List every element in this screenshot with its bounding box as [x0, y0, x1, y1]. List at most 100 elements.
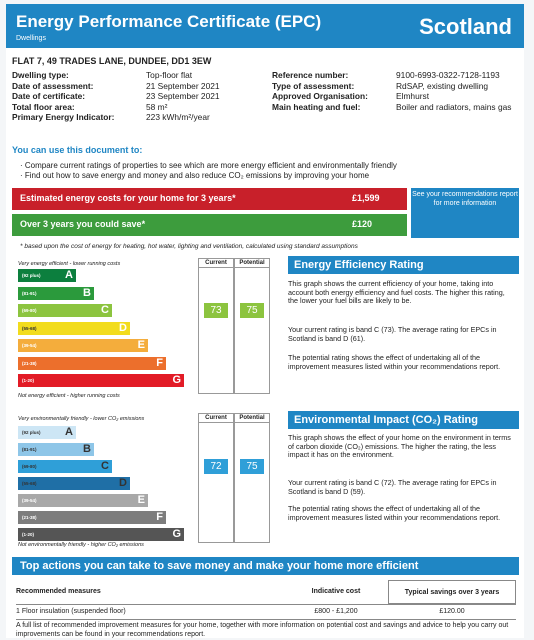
- band-letter: A: [65, 269, 73, 281]
- chart-top-text: Very environmentally friendly - lower CO…: [18, 416, 145, 422]
- eer-paragraph-2: Your current rating is band C (73). The …: [288, 325, 497, 343]
- bullet-item: · Find out how to save energy and money …: [20, 171, 370, 180]
- detail-value: Top-floor flat: [146, 70, 193, 80]
- table-divider: [16, 604, 516, 605]
- detail-value: Elmhurst: [396, 91, 430, 101]
- detail-label: Approved Organisation:: [272, 91, 368, 101]
- potential-rating-marker: 75: [240, 303, 264, 318]
- band-letter: D: [119, 477, 127, 489]
- band-letter: C: [101, 460, 109, 472]
- band-range: (92 plus): [22, 430, 41, 435]
- cost-basis-note: * based upon the cost of energy for heat…: [20, 243, 358, 250]
- detail-value: RdSAP, existing dwelling: [396, 80, 489, 91]
- header-bar: Energy Performance Certificate (EPC) Dwe…: [6, 4, 524, 48]
- savings-column-header: Typical savings over 3 years: [388, 580, 516, 604]
- detail-label: Date of certificate:: [12, 91, 86, 101]
- band-range: (1-20): [22, 532, 35, 537]
- band-range: (81-91): [22, 447, 37, 452]
- band-letter: D: [119, 321, 127, 334]
- details-right-values: 9100-6993-0322-7128-1193 RdSAP, existing…: [396, 70, 521, 112]
- band-letter: B: [83, 443, 91, 455]
- detail-value: Boiler and radiators, mains gas: [396, 101, 512, 112]
- estimated-cost-bar: Estimated energy costs for your home for…: [12, 188, 407, 210]
- bullet-text: Find out how to save energy and money an…: [24, 171, 370, 180]
- eer-paragraph-3: The potential rating shows the effect of…: [288, 353, 501, 371]
- band-g: (1-20) G: [18, 528, 184, 541]
- detail-label: Total floor area:: [12, 101, 75, 112]
- band-g: (1-20) G: [18, 374, 184, 387]
- band-d: (55-68) D: [18, 321, 130, 335]
- band-range: (55-68): [22, 325, 37, 331]
- epc-page: Energy Performance Certificate (EPC) Dwe…: [6, 4, 524, 638]
- band-letter: B: [83, 286, 91, 299]
- detail-value: 23 September 2021: [146, 91, 220, 101]
- detail-label: Dwelling type:: [12, 70, 69, 80]
- bullet-item: · Compare current ratings of properties …: [20, 161, 397, 170]
- current-column: [198, 268, 234, 394]
- band-range: (39-54): [22, 498, 37, 503]
- eer-paragraph-1: This graph shows the current efficiency …: [288, 279, 505, 306]
- detail-value: 9100-6993-0322-7128-1193: [396, 70, 500, 80]
- cost-column-header: Indicative cost: [311, 588, 361, 595]
- band-d: (55-68) D: [18, 477, 130, 490]
- page-title: Energy Performance Certificate (EPC): [16, 12, 322, 31]
- detail-value: 58 m²: [146, 101, 168, 112]
- band-f: (21-38) F: [18, 511, 166, 524]
- bullet-text: Compare current ratings of properties to…: [24, 161, 397, 170]
- detail-value: 223 kWh/m²/year: [146, 112, 210, 122]
- band-c: (69-80) C: [18, 304, 112, 317]
- potential-rating-marker: 75: [240, 459, 264, 474]
- band-letter: C: [101, 304, 109, 316]
- band-a: (92 plus) A: [18, 426, 76, 439]
- detail-label: Main heating and fuel:: [272, 101, 361, 112]
- detail-value: 21 September 2021: [146, 80, 220, 91]
- energy-efficiency-chart: Very energy efficient - lower running co…: [18, 255, 273, 405]
- current-rating-marker: 72: [204, 459, 228, 474]
- eir-paragraph-2: Your current rating is band C (72). The …: [288, 478, 497, 496]
- band-range: (1-20): [22, 378, 35, 383]
- band-letter: F: [156, 356, 163, 369]
- savings-cell: £120.00: [439, 608, 465, 615]
- band-range: (92 plus): [22, 273, 41, 278]
- detail-label: Reference number:: [272, 70, 349, 80]
- band-range: (69-80): [22, 308, 37, 313]
- page-subtitle: Dwellings: [16, 35, 46, 42]
- band-letter: G: [172, 374, 181, 386]
- current-column: [198, 423, 234, 543]
- recommendations-footnote: A full list of recommended improvement m…: [16, 622, 509, 638]
- detail-label: Primary Energy Indicator:: [12, 112, 115, 122]
- eer-panel-title: Energy Efficiency Rating: [288, 256, 519, 274]
- savings-bar: Over 3 years you could save* £120: [12, 214, 407, 236]
- band-letter: E: [137, 339, 145, 351]
- band-e: (39-54) E: [18, 494, 148, 507]
- potential-column-header: Potential: [234, 258, 270, 268]
- use-document-bullets: · Compare current ratings of properties …: [20, 161, 397, 181]
- savings-label: Over 3 years you could save*: [20, 219, 146, 229]
- current-column-header: Current: [198, 258, 234, 268]
- chart-bottom-text: Not energy efficient - higher running co…: [18, 393, 120, 399]
- detail-label: Date of assessment:: [12, 80, 94, 91]
- top-actions-heading: Top actions you can take to save money a…: [12, 557, 519, 575]
- band-range: (55-68): [22, 481, 37, 486]
- savings-value: £120: [352, 219, 373, 229]
- band-letter: G: [172, 528, 181, 540]
- band-range: (21-38): [22, 360, 37, 366]
- band-range: (21-38): [22, 515, 37, 520]
- band-b: (81-91) B: [18, 443, 94, 456]
- band-range: (69-80): [22, 464, 37, 469]
- current-column-header: Current: [198, 413, 234, 423]
- chart-top-text: Very energy efficient - lower running co…: [18, 261, 121, 267]
- estimated-cost-label: Estimated energy costs for your home for…: [20, 193, 236, 203]
- potential-column-header: Potential: [234, 413, 270, 423]
- potential-column: [234, 423, 270, 543]
- band-letter: A: [65, 426, 73, 438]
- eir-panel-title: Environmental Impact (CO₂) Rating: [288, 411, 519, 429]
- environmental-impact-chart: Very environmentally friendly - lower CO…: [18, 410, 273, 553]
- country-label: Scotland: [419, 14, 512, 39]
- use-document-heading: You can use this document to:: [12, 145, 143, 155]
- eir-paragraph-3: The potential rating shows the effect of…: [288, 504, 501, 522]
- recommendations-note: See your recommendations report for more…: [411, 188, 519, 238]
- measure-cell: 1 Floor insulation (suspended floor): [16, 608, 126, 615]
- current-rating-marker: 73: [204, 303, 228, 318]
- band-c: (69-80) C: [18, 460, 112, 473]
